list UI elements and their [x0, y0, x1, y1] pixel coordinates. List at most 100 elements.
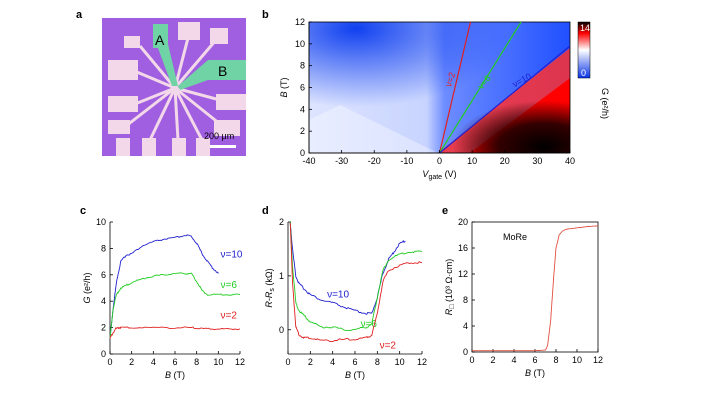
y-tick-label: 0: [101, 349, 106, 359]
contact-pads: [108, 22, 246, 156]
y-tick-label: 10: [295, 39, 305, 49]
x-tick-label: 4: [511, 355, 516, 365]
panel-letter-b: b: [262, 9, 269, 21]
fan-line-2: [439, 45, 571, 154]
x-tick-label: 0: [107, 357, 112, 367]
x-tick-label: 10: [395, 357, 405, 367]
x-tick-label: 20: [500, 156, 510, 166]
series-label-c-1: ν=6: [221, 280, 238, 291]
panel-e: e 0 2 4 6 8 10 12 0 4 8 12 16 20 B (T) R□ (10³ Ω·cm) M…: [442, 205, 603, 378]
x-tick-label: 30: [532, 156, 542, 166]
y-axis-label-d: R-Rs (kΩ): [264, 268, 276, 307]
y-tick-label: 4: [463, 321, 468, 331]
x-tick-label: -20: [368, 156, 381, 166]
x-tick-label: 2: [129, 357, 134, 367]
y-tick-label: 8: [463, 295, 468, 305]
y-tick-label: 2: [279, 217, 284, 227]
colorbar: [577, 21, 591, 79]
fan-line-1: [438, 21, 522, 154]
y-tick-label: 8: [300, 61, 305, 71]
series-line-d-0: [289, 221, 406, 315]
y-tick-label: 10: [96, 217, 106, 227]
panel-letter-c: c: [80, 205, 86, 217]
x-tick-label: -30: [335, 156, 348, 166]
y-tick-label: 1: [279, 271, 284, 281]
y-tick-label: 0: [279, 325, 284, 335]
series-line-c-1: [109, 272, 241, 338]
scale-bar-label: 200 μm: [204, 131, 234, 141]
series-label-c-0: ν=10: [221, 250, 243, 261]
panel-c: c 0 2 4 6 8 10 12 0 2 4 6 8 10 B (T) G (e²/h) ν=10 ν=6 ν=…: [80, 205, 245, 380]
x-tick-label: 8: [194, 357, 199, 367]
x-tick-label: 4: [151, 357, 156, 367]
x-tick-label: 12: [235, 357, 245, 367]
fan-label-0: ν=2: [443, 71, 457, 88]
y-tick-label: 4: [300, 104, 305, 114]
y-tick-label: 4: [101, 296, 106, 306]
x-tick-label: -10: [400, 156, 413, 166]
x-tick-label: 12: [417, 357, 427, 367]
contact-b-label: B: [218, 63, 227, 79]
panel-b: b ν=2 ν=6 ν=10 -40 -30 -20 -10 0 10 20 30 40024681…: [262, 9, 610, 181]
y-tick-label: 2: [101, 323, 106, 333]
x-tick-label: 12: [593, 355, 603, 365]
y-tick-label: 2: [300, 126, 305, 136]
x-axis-label-c: B (T): [165, 370, 185, 380]
series-label-d-2: ν=2: [380, 341, 397, 352]
x-tick-label: 0: [469, 355, 474, 365]
x-tick-label: 10: [467, 156, 477, 166]
x-tick-label: 2: [308, 357, 313, 367]
contact-b-shape: [178, 60, 246, 90]
x-axis-label-b: Vgate (V): [422, 169, 456, 181]
panel-a: a: [76, 9, 246, 156]
x-tick-label: 6: [532, 355, 537, 365]
y-tick-label: 12: [458, 269, 468, 279]
y-tick-label: 8: [101, 243, 106, 253]
x-tick-label: 0: [285, 357, 290, 367]
colorbar-min: 0: [581, 68, 586, 78]
x-tick-label: 2: [490, 355, 495, 365]
y-axis-label-b: B (T): [279, 77, 289, 97]
more-annotation: MoRe: [503, 232, 527, 242]
y-tick-label: 0: [300, 148, 305, 158]
contact-a-shape: [153, 24, 178, 86]
colorbar-max: 14: [580, 23, 590, 33]
x-tick-label: 6: [172, 357, 177, 367]
heatmap-axes: -40 -30 -20 -10 0 10 20 30 40 0 2 4 6 8 10 12 Vgate (V) B…: [279, 17, 575, 181]
fan-line-0: [438, 21, 472, 154]
y-tick-label: 6: [101, 270, 106, 280]
y-tick-label: 6: [300, 83, 305, 93]
y-tick-label: 0: [463, 347, 468, 357]
heatmap-image: [309, 22, 570, 153]
x-tick-label: 40: [565, 156, 575, 166]
x-tick-label: -40: [302, 156, 315, 166]
series-line-d-1: [289, 221, 423, 332]
series-line-c-2: [109, 326, 241, 339]
x-axis-label-e: B (T): [525, 368, 545, 378]
series-label-d-0: ν=10: [327, 289, 349, 300]
y-tick-label: 20: [458, 217, 468, 227]
contact-a-label: A: [155, 32, 165, 48]
scale-bar: [210, 145, 236, 148]
series-label-d-1: ν=6: [361, 319, 378, 330]
panel-letter-e: e: [442, 205, 448, 217]
series-line-e-0: [472, 225, 599, 352]
leads: [125, 37, 221, 141]
x-tick-label: 8: [553, 355, 558, 365]
micrograph: A B 200 μm: [102, 18, 246, 156]
series-line-c-0: [109, 234, 219, 339]
y-axis-label-c: G (e²/h): [82, 272, 92, 303]
x-axis-label-d: B (T): [345, 370, 365, 380]
x-tick-label: 6: [352, 357, 357, 367]
x-tick-label: 4: [330, 357, 335, 367]
x-tick-label: 10: [213, 357, 223, 367]
series-label-c-2: ν=2: [221, 310, 238, 321]
y-tick-label: 12: [295, 17, 305, 27]
x-tick-label: 10: [572, 355, 582, 365]
panel-letter-a: a: [76, 9, 83, 21]
panel-letter-d: d: [262, 205, 269, 217]
x-tick-label: 0: [437, 156, 442, 166]
y-axis-label-e: R□ (10³ Ω·cm): [444, 259, 456, 315]
